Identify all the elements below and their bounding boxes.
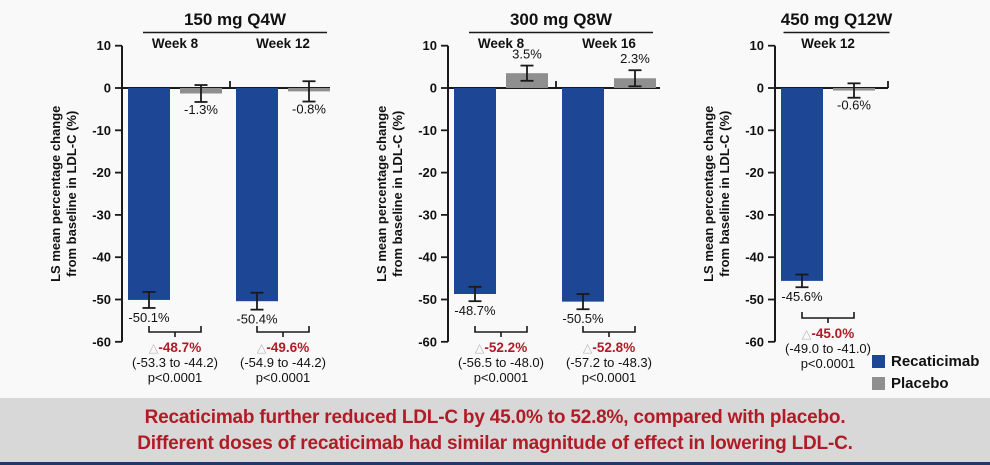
legend-item-placebo: Placebo: [872, 375, 979, 392]
y-axis-title-line2: from baseline in LDL-C (%): [64, 111, 79, 277]
difference-ci: (-56.5 to -48.0): [458, 355, 544, 370]
legend-label-placebo: Placebo: [891, 375, 949, 392]
y-tick-label: -10: [92, 123, 111, 138]
difference-ci: (-57.2 to -48.3): [566, 355, 652, 370]
difference-delta: △-48.7%: [149, 340, 201, 355]
difference-pvalue: p<0.0001: [256, 370, 311, 385]
bar-recaticimab: [236, 88, 278, 302]
y-tick-label: -50: [745, 292, 764, 307]
y-tick-label: -60: [418, 334, 437, 349]
bar-recaticimab: [128, 88, 170, 300]
y-tick-label: -40: [418, 250, 437, 265]
difference-ci: (-54.9 to -44.2): [240, 355, 326, 370]
y-tick-label: -40: [745, 250, 764, 265]
recaticimab-swatch: [872, 355, 885, 368]
y-tick-label: -20: [745, 165, 764, 180]
y-axis-title-line2: from baseline in LDL-C (%): [390, 111, 405, 277]
y-tick-label: 0: [757, 81, 764, 96]
y-axis-title-line1: LS mean percentage change: [374, 106, 389, 282]
y-tick-label: 0: [104, 81, 111, 96]
difference-delta: △-52.2%: [475, 340, 527, 355]
panel-title: 150 mg Q4W: [184, 10, 287, 29]
comparison-bracket: [148, 326, 202, 333]
y-tick-label: 10: [97, 38, 111, 53]
difference-ci: (-49.0 to -41.0): [785, 341, 871, 356]
difference-pvalue: p<0.0001: [582, 370, 637, 385]
summary-banner: Recaticimab further reduced LDL-C by 45.…: [0, 398, 990, 462]
bar-value-label: -50.4%: [236, 312, 278, 327]
y-tick-label: -10: [745, 123, 764, 138]
difference-ci: (-53.3 to -44.2): [132, 355, 218, 370]
bar-recaticimab: [781, 88, 823, 281]
y-tick-label: -30: [745, 207, 764, 222]
group-label: Week 8: [152, 36, 199, 51]
y-tick-label: -50: [92, 292, 111, 307]
bar-recaticimab: [454, 88, 496, 295]
group-label: Week 12: [801, 36, 855, 51]
bar-value-label: 2.3%: [620, 51, 650, 66]
comparison-bracket: [474, 326, 528, 333]
group-label: Week 8: [478, 36, 525, 51]
difference-pvalue: p<0.0001: [801, 356, 856, 371]
comparison-bracket: [801, 312, 855, 319]
chart-panel-3: 450 mg Q12W Week 12 10 0 -10 -20 -30 -40 -50 -60 L…: [701, 10, 893, 371]
y-axis-title-line1: LS mean percentage change: [48, 106, 63, 282]
chart-panel-1: 150 mg Q4W Week 8 Week 12 10 0 -10 -20 -30 -40 -5…: [48, 10, 330, 385]
bar-value-label: -48.7%: [454, 303, 496, 318]
difference-pvalue: p<0.0001: [148, 370, 203, 385]
placebo-swatch: [872, 377, 885, 390]
y-tick-label: -10: [418, 123, 437, 138]
y-tick-label: -60: [745, 334, 764, 349]
y-tick-label: -60: [92, 334, 111, 349]
charts-area: 150 mg Q4W Week 8 Week 12 10 0 -10 -20 -30 -40 -5…: [48, 10, 893, 385]
bar-recaticimab: [562, 88, 604, 302]
difference-delta: △-49.6%: [257, 340, 309, 355]
comparison-bracket: [256, 326, 310, 333]
y-tick-label: -40: [92, 250, 111, 265]
difference-pvalue: p<0.0001: [474, 370, 529, 385]
chart-panel-2: 300 mg Q8W Week 8 Week 16 10 0 -10 -20 -30 -40 -5…: [374, 10, 660, 385]
y-tick-label: 0: [430, 81, 437, 96]
bar-value-label: -0.6%: [837, 98, 871, 113]
y-tick-label: -20: [418, 165, 437, 180]
bar-value-label: 3.5%: [512, 47, 542, 62]
bar-value-label: -50.5%: [562, 311, 604, 326]
y-axis-title-line1: LS mean percentage change: [701, 106, 716, 282]
y-tick-label: -30: [418, 207, 437, 222]
y-tick-label: -30: [92, 207, 111, 222]
y-tick-label: -20: [92, 165, 111, 180]
difference-delta: △-45.0%: [802, 326, 854, 341]
bar-value-label: -45.6%: [781, 289, 823, 304]
bar-value-label: -1.3%: [184, 102, 218, 117]
legend: Recaticimab Placebo: [872, 353, 979, 392]
panel-title: 300 mg Q8W: [510, 10, 613, 29]
comparison-bracket: [582, 326, 636, 333]
bar-value-label: -50.1%: [128, 310, 170, 325]
group-label: Week 16: [582, 36, 636, 51]
bar-value-label: -0.8%: [292, 102, 326, 117]
banner-line-1: Recaticimab further reduced LDL-C by 45.…: [144, 406, 846, 428]
legend-item-recaticimab: Recaticimab: [872, 353, 979, 370]
banner-line-2: Different doses of recaticimab had simil…: [137, 432, 853, 454]
y-tick-label: 10: [750, 38, 764, 53]
group-label: Week 12: [256, 36, 310, 51]
legend-label-recaticimab: Recaticimab: [891, 353, 980, 370]
bottom-accent-bar: [0, 462, 990, 465]
y-axis-title-line2: from baseline in LDL-C (%): [717, 111, 732, 277]
y-tick-label: -50: [418, 292, 437, 307]
difference-delta: △-52.8%: [583, 340, 635, 355]
y-tick-label: 10: [423, 38, 437, 53]
panel-title: 450 mg Q12W: [781, 10, 893, 29]
